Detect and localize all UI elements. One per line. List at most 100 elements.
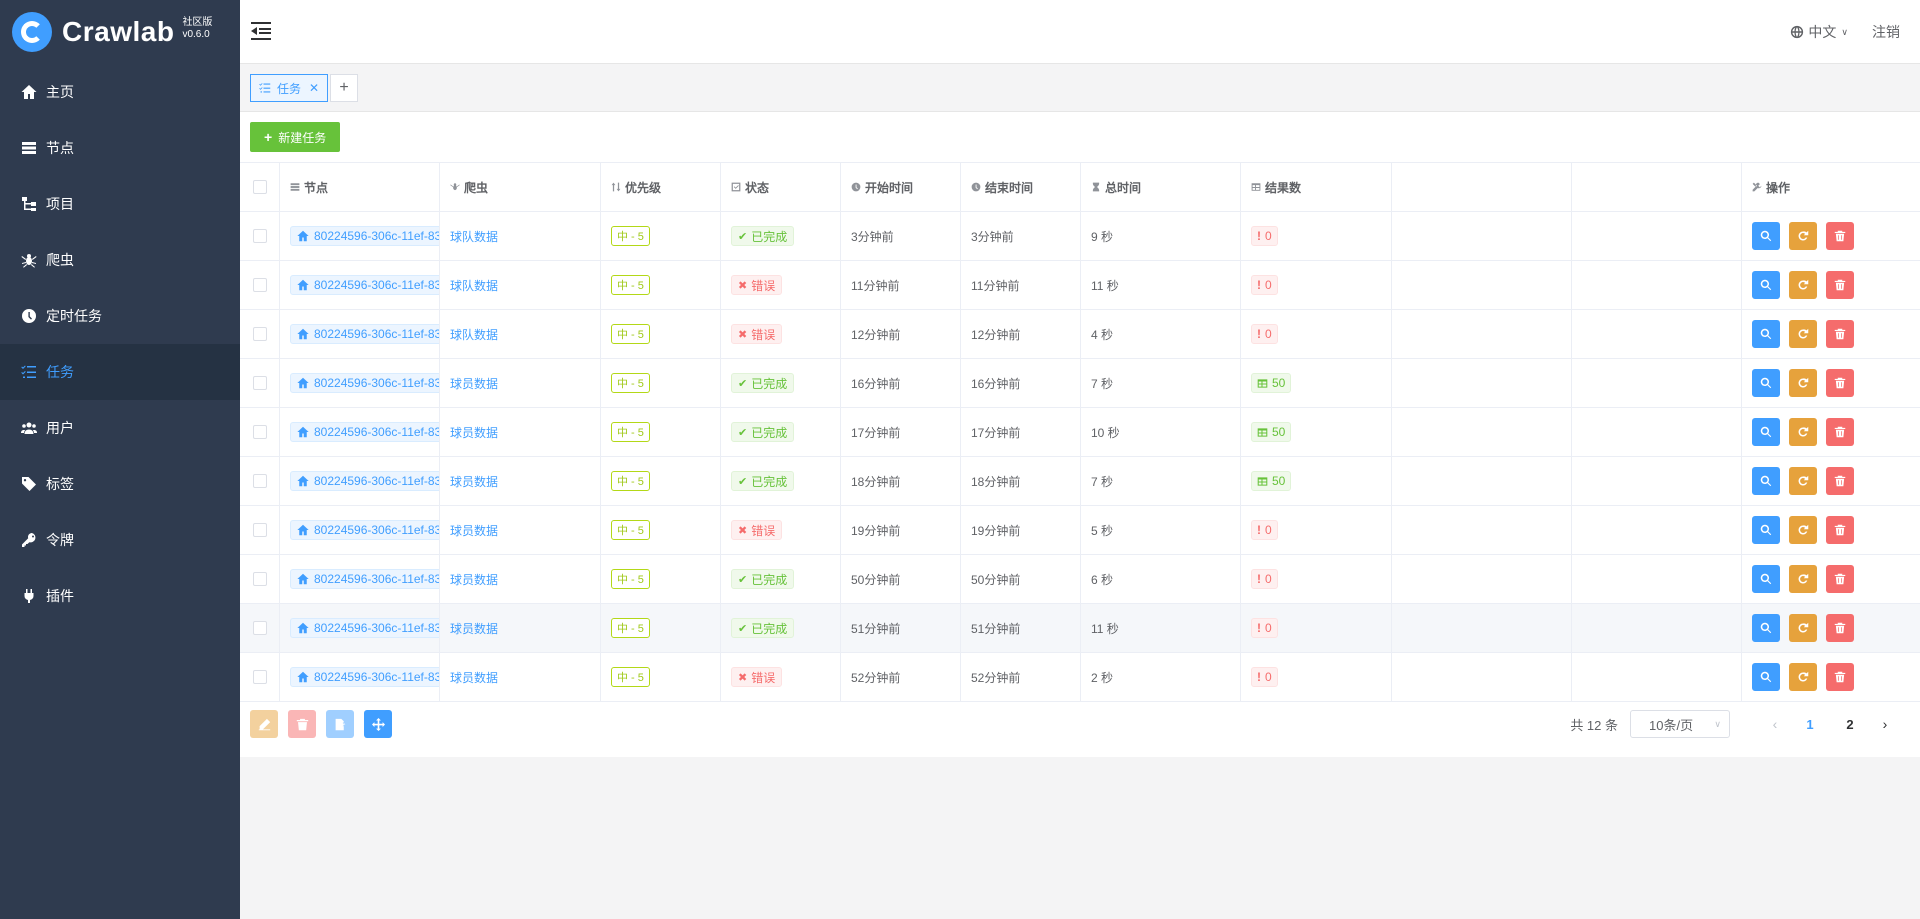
node-tag[interactable]: 80224596-306c-11ef-83 bbox=[290, 324, 439, 344]
spider-link[interactable]: 球员数据 bbox=[450, 621, 499, 636]
table-row[interactable]: 80224596-306c-11ef-83 球员数据 中 - 5 ✖ 错误 19分钟前 19… bbox=[240, 506, 1920, 555]
node-tag[interactable]: 80224596-306c-11ef-83 bbox=[290, 226, 439, 246]
view-task-button[interactable] bbox=[1752, 565, 1780, 593]
row-checkbox[interactable] bbox=[252, 425, 267, 439]
results-badge[interactable]: ! 0 bbox=[1251, 667, 1278, 687]
table-row[interactable]: 80224596-306c-11ef-83 球队数据 中 - 5 ✖ 错误 11分钟前 11… bbox=[240, 261, 1920, 310]
restart-task-button[interactable] bbox=[1789, 271, 1817, 299]
row-checkbox[interactable] bbox=[252, 376, 267, 390]
tab-tasks[interactable]: 任务 ✕ bbox=[250, 74, 329, 102]
restart-task-button[interactable] bbox=[1789, 614, 1817, 642]
row-checkbox[interactable] bbox=[252, 523, 267, 537]
node-tag[interactable]: 80224596-306c-11ef-83 bbox=[290, 422, 439, 442]
sidebar-item-tokens[interactable]: 令牌 bbox=[0, 512, 240, 568]
new-task-button[interactable]: + 新建任务 bbox=[250, 122, 341, 152]
add-tab-button[interactable]: + bbox=[330, 74, 358, 102]
spider-link[interactable]: 球队数据 bbox=[450, 229, 499, 244]
spider-link[interactable]: 球员数据 bbox=[450, 523, 499, 538]
sidebar-item-home[interactable]: 主页 bbox=[0, 64, 240, 120]
restart-task-button[interactable] bbox=[1789, 467, 1817, 495]
table-row[interactable]: 80224596-306c-11ef-83 球员数据 中 - 5 ✔ 已完成 50分钟前 5… bbox=[240, 555, 1920, 604]
view-task-button[interactable] bbox=[1752, 320, 1780, 348]
node-tag[interactable]: 80224596-306c-11ef-83 bbox=[290, 373, 439, 393]
bulk-move-button[interactable] bbox=[364, 710, 392, 738]
sidebar-item-spiders[interactable]: 爬虫 bbox=[0, 232, 240, 288]
spider-link[interactable]: 球员数据 bbox=[450, 474, 499, 489]
table-row[interactable]: 80224596-306c-11ef-83 球员数据 中 - 5 ✖ 错误 52分钟前 52… bbox=[240, 653, 1920, 702]
node-tag[interactable]: 80224596-306c-11ef-83 bbox=[290, 618, 439, 638]
node-tag[interactable]: 80224596-306c-11ef-83 bbox=[290, 667, 439, 687]
row-checkbox[interactable] bbox=[252, 572, 267, 586]
table-row[interactable]: 80224596-306c-11ef-83 球员数据 中 - 5 ✔ 已完成 51分钟前 5… bbox=[240, 604, 1920, 653]
sidebar-item-users[interactable]: 用户 bbox=[0, 400, 240, 456]
spider-link[interactable]: 球队数据 bbox=[450, 327, 499, 342]
sidebar-toggle-icon[interactable] bbox=[250, 20, 272, 42]
spider-link[interactable]: 球员数据 bbox=[450, 572, 499, 587]
page-2-button[interactable]: 2 bbox=[1846, 716, 1854, 732]
row-checkbox[interactable] bbox=[252, 327, 267, 341]
results-badge[interactable]: ! 0 bbox=[1251, 275, 1278, 295]
view-task-button[interactable] bbox=[1752, 467, 1780, 495]
sidebar-item-plugins[interactable]: 插件 bbox=[0, 568, 240, 624]
results-badge[interactable]: ! 0 bbox=[1251, 569, 1278, 589]
table-row[interactable]: 80224596-306c-11ef-83 球队数据 中 - 5 ✔ 已完成 3分钟前 3分… bbox=[240, 212, 1920, 261]
table-row[interactable]: 80224596-306c-11ef-83 球队数据 中 - 5 ✖ 错误 12分钟前 12… bbox=[240, 310, 1920, 359]
row-checkbox[interactable] bbox=[252, 278, 267, 292]
prev-page-button[interactable]: ‹ bbox=[1772, 716, 1778, 732]
spider-link[interactable]: 球员数据 bbox=[450, 425, 499, 440]
restart-task-button[interactable] bbox=[1789, 565, 1817, 593]
delete-task-button[interactable] bbox=[1826, 369, 1854, 397]
node-tag[interactable]: 80224596-306c-11ef-83 bbox=[290, 520, 439, 540]
restart-task-button[interactable] bbox=[1789, 663, 1817, 691]
sidebar-item-tasks[interactable]: 任务 bbox=[0, 344, 240, 400]
sidebar-item-schedules[interactable]: 定时任务 bbox=[0, 288, 240, 344]
close-icon[interactable]: ✕ bbox=[309, 81, 320, 95]
spider-link[interactable]: 球员数据 bbox=[450, 376, 499, 391]
node-tag[interactable]: 80224596-306c-11ef-83 bbox=[290, 569, 439, 589]
delete-task-button[interactable] bbox=[1826, 663, 1854, 691]
row-checkbox[interactable] bbox=[252, 670, 267, 684]
results-badge[interactable]: ! 0 bbox=[1251, 618, 1278, 638]
view-task-button[interactable] bbox=[1752, 418, 1780, 446]
delete-task-button[interactable] bbox=[1826, 516, 1854, 544]
table-row[interactable]: 80224596-306c-11ef-83 球员数据 中 - 5 ✔ 已完成 18分钟前 1… bbox=[240, 457, 1920, 506]
row-checkbox[interactable] bbox=[252, 621, 267, 635]
view-task-button[interactable] bbox=[1752, 369, 1780, 397]
delete-task-button[interactable] bbox=[1826, 271, 1854, 299]
results-badge[interactable]: ! 0 bbox=[1251, 226, 1278, 246]
restart-task-button[interactable] bbox=[1789, 516, 1817, 544]
select-all-checkbox[interactable] bbox=[252, 180, 267, 194]
view-task-button[interactable] bbox=[1752, 516, 1780, 544]
results-badge[interactable]: 50 bbox=[1251, 471, 1292, 491]
page-1-button[interactable]: 1 bbox=[1806, 716, 1814, 732]
restart-task-button[interactable] bbox=[1789, 222, 1817, 250]
restart-task-button[interactable] bbox=[1789, 369, 1817, 397]
logo[interactable]: Crawlab 社区版 v0.6.0 bbox=[0, 0, 240, 64]
results-badge[interactable]: 50 bbox=[1251, 422, 1292, 442]
row-checkbox[interactable] bbox=[252, 229, 267, 243]
spider-link[interactable]: 球队数据 bbox=[450, 278, 499, 293]
sidebar-item-projects[interactable]: 项目 bbox=[0, 176, 240, 232]
sidebar-item-tags[interactable]: 标签 bbox=[0, 456, 240, 512]
sidebar-item-nodes[interactable]: 节点 bbox=[0, 120, 240, 176]
results-badge[interactable]: ! 0 bbox=[1251, 520, 1278, 540]
bulk-delete-button[interactable] bbox=[288, 710, 316, 738]
row-checkbox[interactable] bbox=[252, 474, 267, 488]
delete-task-button[interactable] bbox=[1826, 614, 1854, 642]
view-task-button[interactable] bbox=[1752, 271, 1780, 299]
view-task-button[interactable] bbox=[1752, 222, 1780, 250]
page-size-select[interactable]: 10条/页 ∨ bbox=[1630, 710, 1730, 738]
spider-link[interactable]: 球员数据 bbox=[450, 670, 499, 685]
view-task-button[interactable] bbox=[1752, 614, 1780, 642]
delete-task-button[interactable] bbox=[1826, 222, 1854, 250]
node-tag[interactable]: 80224596-306c-11ef-83 bbox=[290, 275, 439, 295]
logout-link[interactable]: 注销 bbox=[1872, 24, 1900, 40]
results-badge[interactable]: 50 bbox=[1251, 373, 1292, 393]
view-task-button[interactable] bbox=[1752, 663, 1780, 691]
delete-task-button[interactable] bbox=[1826, 467, 1854, 495]
table-row[interactable]: 80224596-306c-11ef-83 球员数据 中 - 5 ✔ 已完成 16分钟前 1… bbox=[240, 359, 1920, 408]
delete-task-button[interactable] bbox=[1826, 418, 1854, 446]
bulk-edit-button[interactable] bbox=[250, 710, 278, 738]
restart-task-button[interactable] bbox=[1789, 418, 1817, 446]
restart-task-button[interactable] bbox=[1789, 320, 1817, 348]
